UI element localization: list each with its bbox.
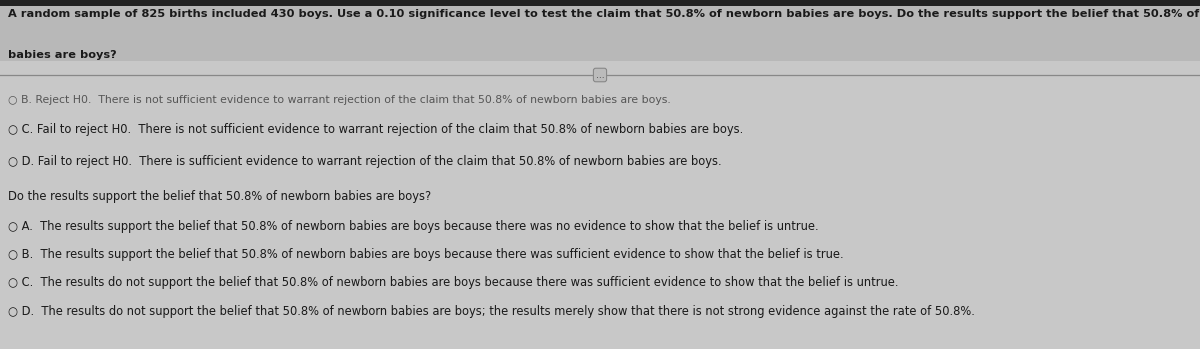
Bar xyxy=(0,6,1200,61)
Bar xyxy=(0,0,1200,6)
Text: ○ C.  The results do not support the belief that 50.8% of newborn babies are boy: ○ C. The results do not support the beli… xyxy=(8,276,899,289)
Text: A random sample of 825 births included 430 boys. Use a 0.10 significance level t: A random sample of 825 births included 4… xyxy=(8,9,1200,20)
Text: Do the results support the belief that 50.8% of newborn babies are boys?: Do the results support the belief that 5… xyxy=(8,190,432,203)
Text: ...: ... xyxy=(595,70,605,80)
Text: ○ C. Fail to reject H0.  There is not sufficient evidence to warrant rejection o: ○ C. Fail to reject H0. There is not suf… xyxy=(8,123,744,136)
Text: ○ D.  The results do not support the belief that 50.8% of newborn babies are boy: ○ D. The results do not support the beli… xyxy=(8,305,976,318)
Text: ○ A.  The results support the belief that 50.8% of newborn babies are boys becau: ○ A. The results support the belief that… xyxy=(8,220,820,233)
Text: babies are boys?: babies are boys? xyxy=(8,50,118,60)
Text: ○ B. Reject H0.  There is not sufficient evidence to warrant rejection of the cl: ○ B. Reject H0. There is not sufficient … xyxy=(8,95,671,105)
Text: ○ D. Fail to reject H0.  There is sufficient evidence to warrant rejection of th: ○ D. Fail to reject H0. There is suffici… xyxy=(8,155,722,168)
Text: ○ B.  The results support the belief that 50.8% of newborn babies are boys becau: ○ B. The results support the belief that… xyxy=(8,248,844,261)
